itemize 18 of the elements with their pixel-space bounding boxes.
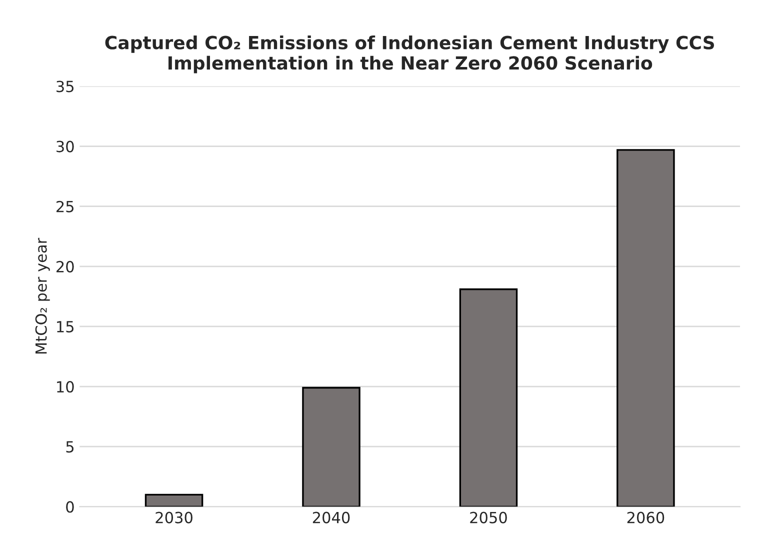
x-tick-label: 2060 [627,512,664,524]
bar [144,494,204,507]
y-axis-title: MtCO₂ per year [35,238,50,354]
y-tick-label: 20 [56,260,74,272]
y-tick-label: 15 [57,321,74,332]
x-tick-label: 2050 [470,512,507,524]
bar [616,149,675,507]
chart-title: Captured CO₂ Emissions of Indonesian Cement Industry CCS Implementation in the Near Zero 2060 Scenario [105,35,714,74]
bar [302,386,360,507]
y-tick-label: 5 [66,441,74,453]
y-tick-label: 35 [56,80,74,92]
y-tick-label: 10 [57,381,74,393]
y-tick-label: 0 [66,501,74,513]
bar [459,288,518,507]
x-tick-label: 2040 [312,512,350,524]
x-tick-label: 2030 [156,512,192,524]
y-tick-label: 30 [56,140,74,152]
y-tick-label: 25 [56,200,74,212]
